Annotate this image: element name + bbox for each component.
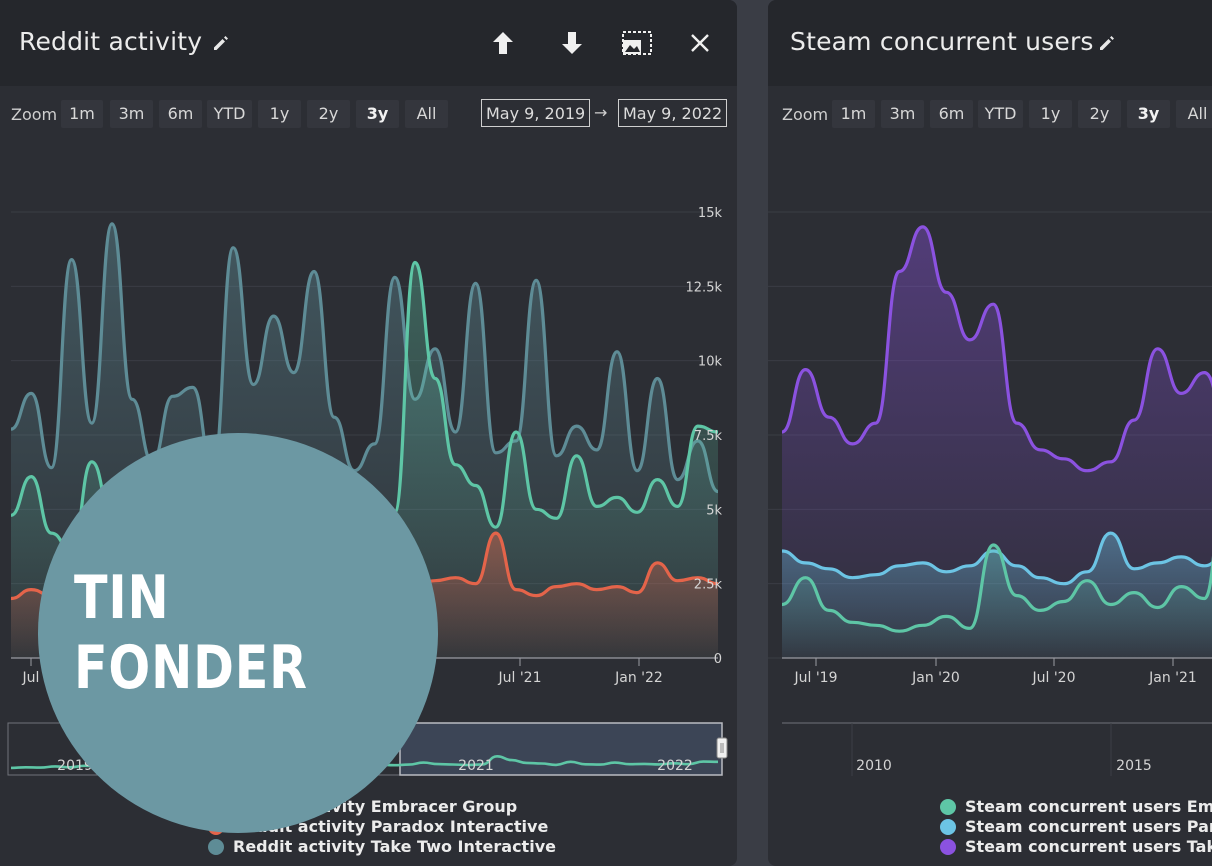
date-from-input[interactable]: May 9, 2019 [481,99,591,127]
navigator-label: 2022 [657,758,693,774]
zoom-all-button[interactable]: All [1176,100,1212,128]
y-tick-label: 15k [698,206,723,221]
legend-label: Reddit activity Take Two Interactive [233,837,556,856]
y-tick-label: 12.5k [686,280,723,295]
series-steam-embracer-line [781,543,1212,633]
y-tick-label: 7.5k [694,429,723,444]
panel-title: Reddit activity [19,27,203,56]
x-tick-label: Jul '20 [1031,670,1075,686]
x-tick-label: Jul '19 [793,670,837,686]
y-tick-label: 0 [714,652,722,667]
zoom-ytd-button[interactable]: YTD [207,100,252,128]
navigator-label: 2021 [458,758,494,774]
legend-dot [208,839,224,855]
legend-label: Steam concurrent users Paradox Interacti… [965,817,1212,836]
legend-label: Steam concurrent users Take Two Interact… [965,837,1212,856]
legend-label: Steam concurrent users Embracer Group [965,797,1212,816]
zoom-1m-button[interactable]: 1m [61,100,103,128]
arrow-up-icon[interactable] [489,28,517,58]
zoom-2y-button[interactable]: 2y [307,100,350,128]
date-range-arrow: → [594,103,608,122]
close-icon[interactable] [686,28,714,58]
zoom-1y-button[interactable]: 1y [1029,100,1072,128]
panel-header: Reddit activity [0,0,737,86]
navigator-label: 2019 [57,758,93,774]
navigator-label: 2010 [856,758,892,774]
navigator-selection [399,722,723,776]
x-tick-label: Jan '20 [911,670,960,686]
navigator-handle [716,737,728,759]
y-tick-label: 10k [698,355,723,370]
arrow-down-icon[interactable] [558,28,586,58]
legend-dot [940,799,956,815]
panel-header: Steam concurrent users [768,0,1212,86]
zoom-6m-button[interactable]: 6m [930,100,973,128]
navigator-label: 2015 [1116,758,1152,774]
zoom-bar: Zoom 1m 3m 6m YTD 1y 2y 3y All May 9, 20… [0,97,737,131]
legend-label: Reddit activity Paradox Interactive [233,817,549,836]
x-tick-label: Jul [22,670,40,686]
zoom-1m-button[interactable]: 1m [832,100,875,128]
pencil-icon[interactable] [1093,28,1121,58]
y-tick-label: 2.5k [694,578,723,593]
steam-concurrent-users-chart: Jul '19 Jan '20 Jul '20 Jan '21 2010 2015 [768,211,1212,776]
series-steam-taketwo-line [781,225,1212,473]
zoom-label: Zoom [11,105,58,124]
image-export-icon[interactable] [620,28,654,58]
x-tick-label: Jan '21 [1148,670,1197,686]
zoom-6m-button[interactable]: 6m [159,100,202,128]
watermark-logo: TIN FONDER [38,433,438,833]
date-to-input[interactable]: May 9, 2022 [618,99,728,127]
legend-dot [940,819,956,835]
steam-concurrent-users-panel: Steam concurrent users Zoom 1m 3m 6m YTD… [768,0,1212,866]
zoom-label: Zoom [782,105,829,124]
x-tick-label: Jul '21 [497,670,541,686]
legend-dot [940,839,956,855]
zoom-3m-button[interactable]: 3m [881,100,924,128]
series-steam-paradox-line [781,531,1212,586]
zoom-2y-button[interactable]: 2y [1078,100,1121,128]
x-tick-label: Jan '22 [614,670,663,686]
pencil-icon[interactable] [207,28,235,58]
zoom-ytd-button[interactable]: YTD [978,100,1023,128]
zoom-bar: Zoom 1m 3m 6m YTD 1y 2y 3y All [768,97,1212,131]
zoom-3m-button[interactable]: 3m [110,100,153,128]
zoom-3y-button[interactable]: 3y [356,100,399,128]
y-tick-label: 5k [706,503,722,518]
watermark-text: TIN FONDER [74,563,308,703]
zoom-1y-button[interactable]: 1y [258,100,301,128]
zoom-all-button[interactable]: All [405,100,448,128]
zoom-3y-button[interactable]: 3y [1127,100,1170,128]
panel-title: Steam concurrent users [790,27,1094,56]
